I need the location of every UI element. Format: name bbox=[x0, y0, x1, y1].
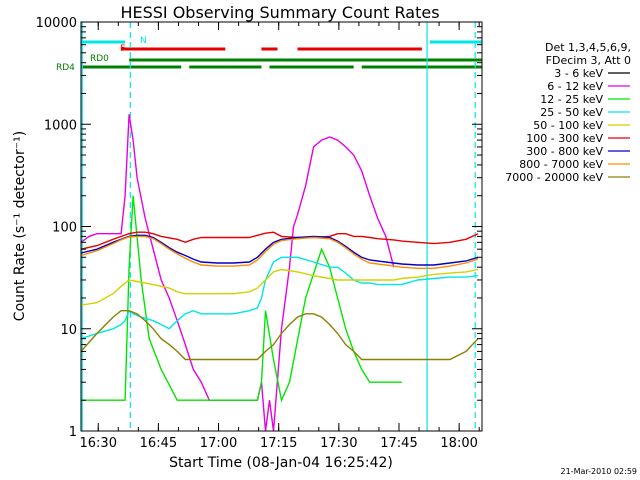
flag-label: N bbox=[140, 36, 147, 46]
flag-label: RD0 bbox=[90, 54, 109, 64]
series-line-1 bbox=[80, 114, 395, 432]
legend-header: Det 1,3,4,5,6,9, bbox=[545, 41, 631, 54]
legend-label: 800 - 7000 keV bbox=[519, 158, 603, 171]
series-line-5 bbox=[80, 231, 479, 250]
legend-label: 50 - 100 keV bbox=[533, 119, 603, 132]
flag-labels: N F RD0 RD4 bbox=[56, 36, 147, 73]
chart-title: HESSI Observing Summary Count Rates bbox=[120, 3, 439, 22]
series-line-6 bbox=[80, 234, 479, 266]
x-tick-label: 17:15 bbox=[260, 436, 297, 451]
legend-label: 25 - 50 keV bbox=[540, 106, 603, 119]
legend-label: 3 - 6 keV bbox=[554, 67, 603, 80]
series-line-2 bbox=[81, 195, 402, 403]
legend-label: 7000 - 20000 keV bbox=[505, 171, 603, 184]
y-tick-label: 1000 bbox=[44, 118, 77, 133]
y-axis-label: Count Rate (s⁻¹ detector⁻¹) bbox=[12, 131, 28, 321]
x-axis-ticks: 16:30 16:45 17:00 17:15 17:30 17:45 18:00 bbox=[80, 22, 480, 451]
legend-label: 100 - 300 keV bbox=[526, 132, 603, 145]
x-tick-label: 17:30 bbox=[320, 436, 357, 451]
footer-timestamp: 21-Mar-2010 02:59 bbox=[561, 467, 638, 476]
series-line-3 bbox=[80, 256, 479, 340]
x-tick-label: 17:45 bbox=[380, 436, 417, 451]
y-tick-label: 100 bbox=[52, 221, 77, 236]
x-tick-label: 18:00 bbox=[440, 436, 477, 451]
x-tick-label: 16:45 bbox=[140, 436, 177, 451]
legend-header: FDecim 3, Att 0 bbox=[546, 54, 631, 67]
plot-frame bbox=[80, 21, 483, 432]
x-axis-label: Start Time (08-Jan-04 16:25:42) bbox=[169, 455, 393, 471]
flag-bars bbox=[81, 40, 482, 69]
series-line-8 bbox=[80, 310, 479, 361]
series-line-4 bbox=[80, 268, 479, 306]
x-tick-label: 16:30 bbox=[80, 436, 117, 451]
y-tick-label: 1 bbox=[69, 425, 77, 440]
y-axis-ticks: 1 10 100 1000 10000 bbox=[36, 16, 482, 440]
legend-label: 12 - 25 keV bbox=[540, 93, 603, 106]
legend-label: 300 - 800 keV bbox=[526, 145, 603, 158]
legend: Det 1,3,4,5,6,9,FDecim 3, Att 03 - 6 keV… bbox=[505, 41, 631, 184]
x-tick-label: 17:00 bbox=[200, 436, 237, 451]
series-line-7 bbox=[80, 235, 479, 269]
y-tick-label: 10000 bbox=[36, 16, 77, 31]
series-lines bbox=[80, 114, 479, 432]
flag-label: RD4 bbox=[56, 63, 75, 73]
legend-label: 6 - 12 keV bbox=[547, 80, 603, 93]
flag-label: F bbox=[120, 44, 125, 54]
y-tick-label: 10 bbox=[60, 323, 77, 338]
